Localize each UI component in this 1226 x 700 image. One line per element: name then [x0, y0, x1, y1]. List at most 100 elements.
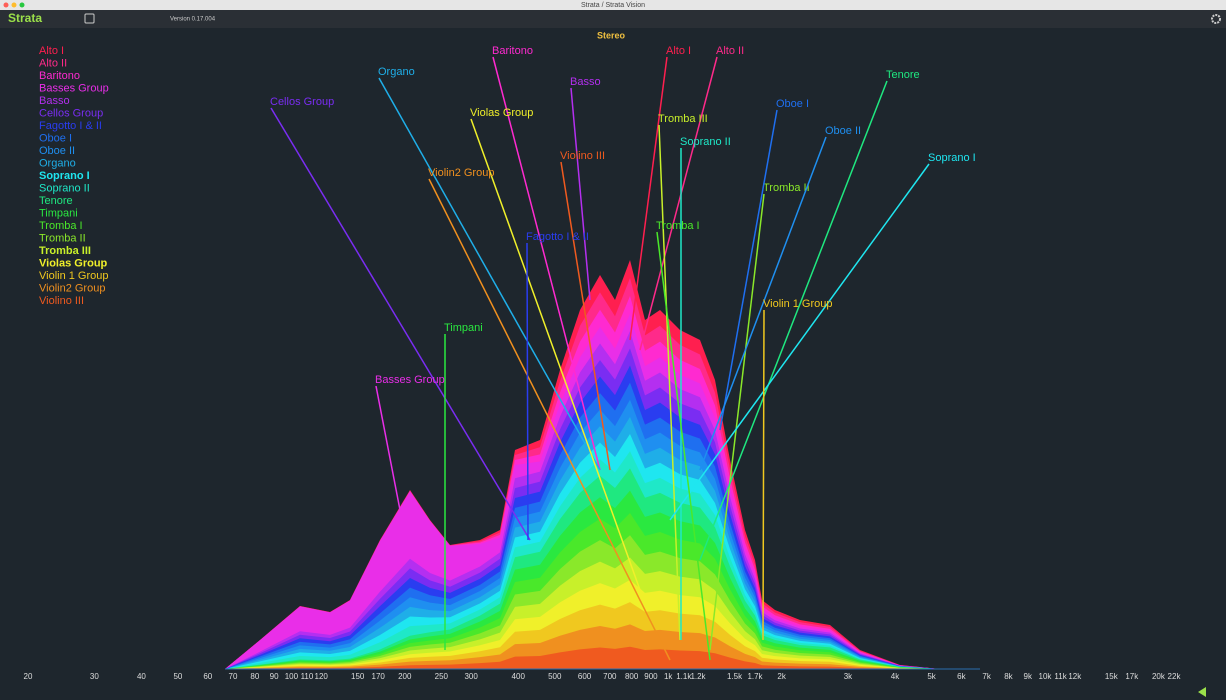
annotation-line — [762, 309, 765, 641]
legend-entry: Basso — [39, 95, 70, 107]
annotation-label: Violino III — [560, 150, 605, 162]
x-tick-label: 12k — [1068, 672, 1082, 681]
play-indicator[interactable] — [1198, 687, 1206, 697]
legend-entry: Alto II — [39, 57, 67, 69]
annotation-label: Tenore — [886, 69, 920, 81]
annotation-line — [699, 80, 888, 561]
version: Version 0.17.004 — [170, 17, 216, 23]
annotation-line — [470, 118, 641, 591]
x-tick-label: 3k — [844, 672, 853, 681]
legend-entry: Organo — [39, 157, 76, 169]
spectrum-layer — [225, 646, 980, 669]
legend-entry: Violin2 Group — [39, 282, 105, 294]
x-tick-label: 70 — [229, 672, 238, 681]
x-tick-label: 15k — [1105, 672, 1119, 681]
legend-entry: Fagotto I & II — [39, 120, 102, 132]
x-tick-label: 90 — [270, 672, 279, 681]
annotation-label: Alto II — [716, 45, 744, 57]
annotation-line — [378, 77, 601, 471]
annotation-label: Violin2 Group — [428, 167, 494, 179]
x-tick-label: 1.2k — [690, 672, 706, 681]
x-tick-label: 250 — [435, 672, 449, 681]
x-tick-label: 200 — [398, 672, 412, 681]
annotation-label: Tromba I — [656, 220, 700, 232]
annotation-label: Oboe II — [825, 125, 861, 137]
annotation-line — [560, 161, 611, 471]
x-tick-label: 8k — [1004, 672, 1013, 681]
legend-entry: Soprano II — [39, 182, 90, 194]
annotation-line — [719, 109, 778, 431]
annotation-line — [492, 56, 601, 471]
annotation-label: Violas Group — [470, 107, 533, 119]
x-tick-label: 40 — [137, 672, 146, 681]
legend-entry: Alto I — [39, 45, 64, 57]
x-tick-label: 7k — [982, 672, 991, 681]
x-tick-label: 60 — [203, 672, 212, 681]
x-tick-label: 10k — [1039, 672, 1053, 681]
x-tick-label: 120 — [315, 672, 329, 681]
legend-entry: Cellos Group — [39, 107, 103, 119]
legend-entry: Baritono — [39, 70, 80, 82]
x-tick-label: 400 — [512, 672, 526, 681]
x-tick-label: 5k — [927, 672, 936, 681]
x-tick-label: 6k — [957, 672, 966, 681]
annotation-label: Oboe I — [776, 98, 809, 110]
annotation-line — [428, 178, 671, 661]
annotation-line — [709, 193, 765, 651]
x-tick-label: 150 — [351, 672, 365, 681]
annotation-label: Violin 1 Group — [763, 298, 833, 310]
settings-icon[interactable] — [1211, 14, 1221, 24]
legend-entry: Soprano I — [39, 170, 90, 182]
x-tick-label: 4k — [891, 672, 900, 681]
x-tick-label: 110 — [301, 672, 314, 681]
legend-entry: Oboe II — [39, 145, 75, 157]
title-bar — [0, 0, 1226, 10]
annotation-line — [375, 385, 401, 511]
legend-entry: Violin 1 Group — [39, 270, 109, 282]
toolbar — [0, 10, 1226, 28]
legend-entry: Tromba III — [39, 245, 91, 257]
legend-entry: Tromba II — [39, 232, 86, 244]
annotation-line — [526, 242, 529, 541]
annotation-label: Timpani — [444, 322, 483, 334]
zoom-button[interactable] — [19, 2, 25, 8]
annotation-line — [570, 87, 591, 301]
legend-entry: Oboe I — [39, 132, 72, 144]
window-title: Strata / Strata Vision — [581, 2, 645, 9]
annotation-label: Basso — [570, 76, 601, 88]
annotation-label: Cellos Group — [270, 96, 334, 108]
x-tick-label: 30 — [90, 672, 99, 681]
legend-entry: Timpani — [39, 207, 78, 219]
annotation-label: Basses Group — [375, 374, 445, 386]
x-tick-label: 100 — [285, 672, 299, 681]
x-tick-label: 50 — [173, 672, 182, 681]
x-tick-label: 2k — [777, 672, 786, 681]
annotation-label: Tromba II — [763, 182, 810, 194]
x-tick-label: 20k — [1152, 672, 1166, 681]
x-axis: 20 30 40 50 60 70 80 90 100 110 120 150 170 200 250 300… — [24, 668, 1182, 681]
legend-entry: Violas Group — [39, 257, 108, 269]
spectrum — [225, 260, 980, 669]
x-tick-label: 1k — [664, 672, 673, 681]
annotation-line — [656, 231, 711, 661]
annotation-label: Baritono — [492, 45, 533, 57]
annotation-line — [629, 56, 668, 341]
x-tick-label: 170 — [372, 672, 386, 681]
legend-entry: Violino III — [39, 295, 84, 307]
x-tick-label: 17k — [1125, 672, 1139, 681]
close-button[interactable] — [3, 2, 9, 8]
x-tick-label: 500 — [548, 672, 562, 681]
x-tick-label: 22k — [1168, 672, 1182, 681]
minimize-button[interactable] — [11, 2, 17, 8]
window-icon[interactable] — [84, 13, 95, 24]
x-tick-label: 1.7k — [747, 672, 763, 681]
annotation-line — [639, 56, 718, 351]
chart-title: Stereo — [597, 30, 626, 40]
x-tick-label: 20 — [24, 672, 33, 681]
annotation-line — [699, 136, 827, 471]
app-name: Strata — [8, 11, 42, 25]
x-tick-label: 11k — [1054, 672, 1067, 681]
annotation-label: Alto I — [666, 45, 691, 57]
